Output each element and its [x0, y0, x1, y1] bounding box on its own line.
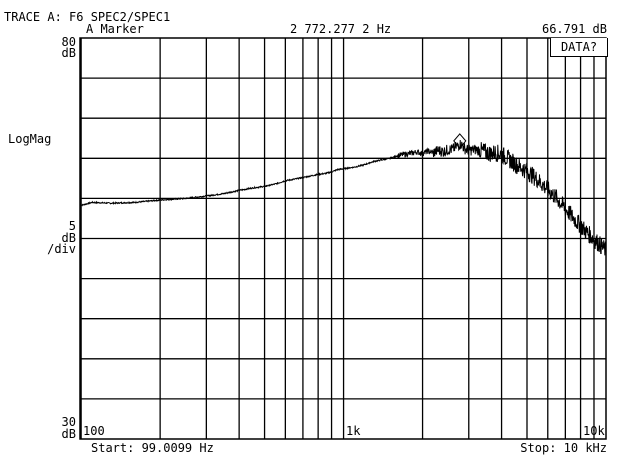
x-tick-10k: 10k — [583, 424, 605, 438]
trace-title: TRACE A: F6 SPEC2/SPEC1 — [4, 10, 171, 24]
y-top-unit: dB — [61, 46, 76, 60]
marker-value: 66.791 dB — [541, 22, 607, 36]
vertical-gridlines — [80, 38, 595, 439]
marker-diamond-icon[interactable] — [453, 133, 467, 149]
format-label: LogMag — [8, 132, 52, 146]
marker-label: A Marker — [86, 22, 144, 36]
x-tick-1k: 1k — [346, 424, 361, 438]
scale-unit: dB — [61, 231, 76, 245]
y-bottom-unit: dB — [61, 427, 76, 441]
marker-frequency: 2 772.277 2 Hz — [290, 22, 392, 36]
stop-frequency: Stop: 10 kHz — [520, 441, 607, 455]
trace-a-line — [79, 139, 607, 256]
y-bottom-value: 30 — [61, 415, 76, 429]
x-tick-100: 100 — [83, 424, 105, 438]
start-frequency: Start: 99.0099 Hz — [91, 441, 214, 455]
data-query-button[interactable]: DATA? — [550, 38, 608, 57]
y-top-value: 80 — [61, 35, 76, 49]
scale-value: 5 — [68, 219, 76, 233]
scale-per-div: /div — [47, 242, 76, 256]
